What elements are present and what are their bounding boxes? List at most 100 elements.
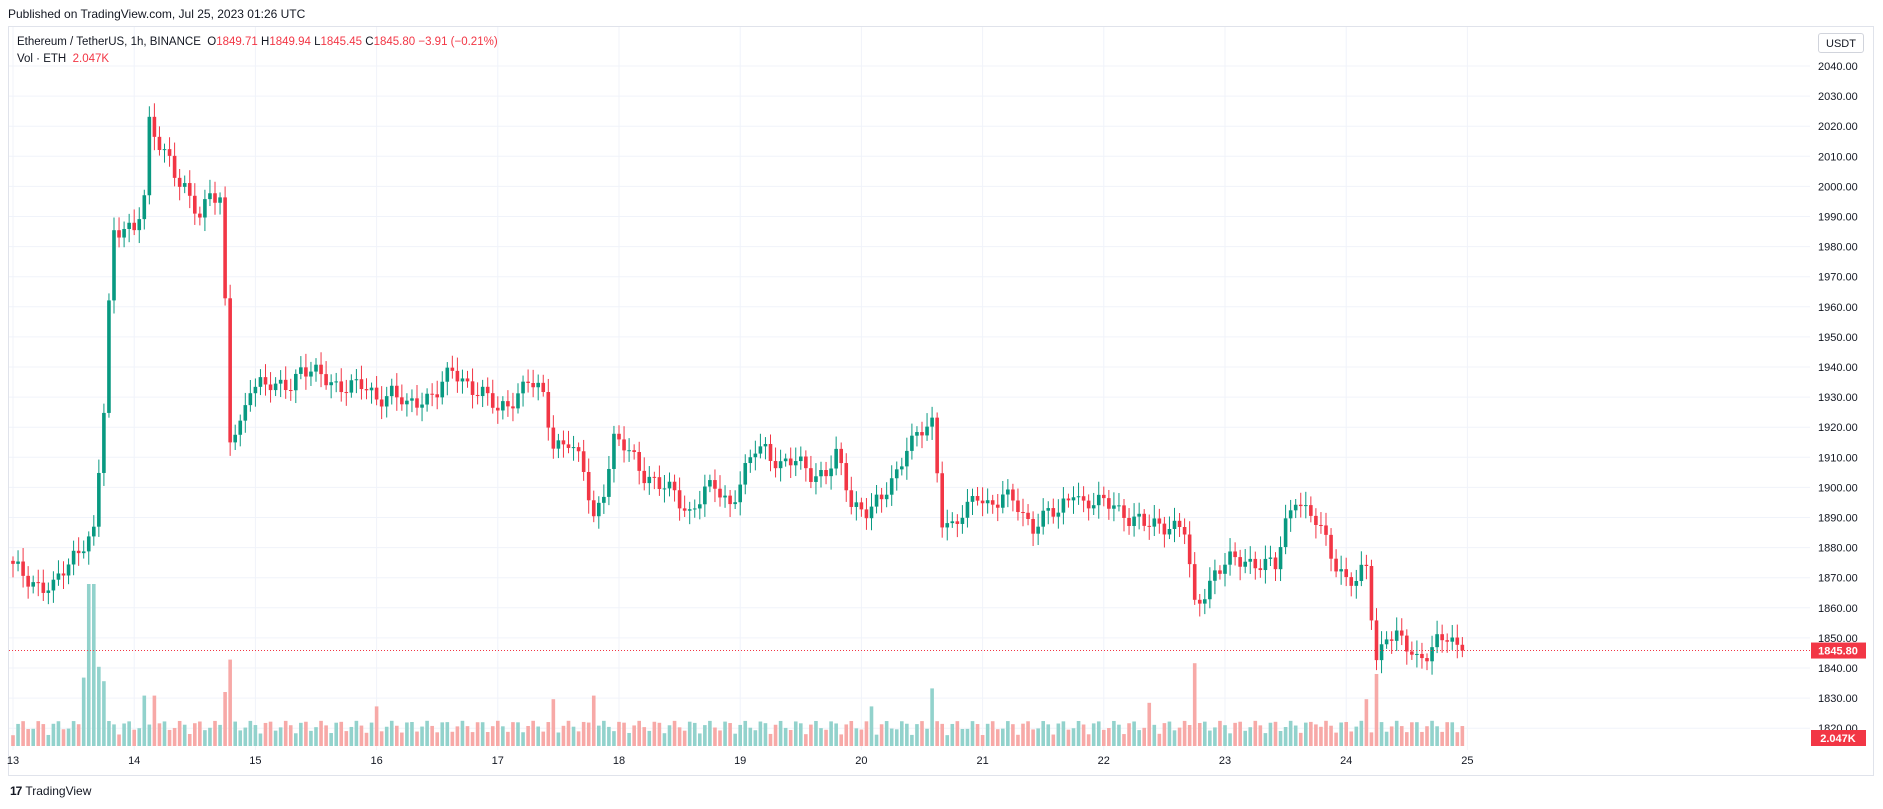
candle-body [177,177,182,187]
candle-body [905,450,909,467]
volume-bar [36,721,41,746]
volume-bar [602,720,606,746]
volume-bar [995,729,1000,746]
candle-body [1374,620,1379,661]
currency-button[interactable]: USDT [1818,33,1864,53]
candle-body [157,136,162,150]
volume-bar [1324,720,1328,746]
chart-frame[interactable] [8,26,1874,776]
volume-bar [349,726,354,746]
candle-body [420,404,424,408]
volume-label[interactable]: Vol · ETH [17,53,67,65]
candle-body [521,381,525,394]
candle-body [369,387,374,391]
price-tick-label: 2010.00 [1818,151,1858,163]
volume-bar [824,729,828,746]
candle-body [662,488,667,490]
symbol-title[interactable]: Ethereum / TetherUS, 1h, BINANCE [17,36,201,48]
candle-body [516,393,520,409]
candle-body [349,380,354,393]
last-volume-tag [1811,730,1866,746]
candle-body [440,381,445,398]
open-label: O [207,36,217,48]
candle-body [1425,658,1429,662]
price-tick-label: 1960.00 [1818,302,1858,314]
volume-bar [415,731,419,746]
volume-bar [1006,721,1010,746]
candle-body [1157,518,1162,524]
volume-bar [309,730,313,746]
candle-body [460,378,465,382]
candle-body [632,450,636,453]
candle-body [1051,508,1056,517]
volume-bar [167,729,172,746]
volume-bar [1298,732,1303,746]
volume-bar [490,726,495,746]
tradingview-logo[interactable]: 17 TradingView [10,784,91,798]
candle-body [1182,527,1187,535]
volume-bar [157,723,162,746]
candle-body [915,432,919,436]
volume-bar [1011,724,1015,746]
candle-body [960,517,965,524]
candle-body [122,228,126,238]
volume-bar [1455,732,1460,746]
volume-bar [253,725,258,746]
volume-bar [753,730,758,746]
candle-body [1304,505,1308,507]
candle-body [288,390,293,392]
candle-body [647,476,652,484]
candle-body [1354,580,1359,586]
volume-bar [112,724,116,746]
volume-bar [324,725,328,746]
candle-body [526,381,530,384]
candle-body [1278,547,1283,570]
candle-body [1086,500,1091,509]
candle-body [395,385,399,398]
volume-bar [389,720,394,746]
candle-body [107,300,111,413]
volume-bar [1405,732,1409,746]
volume-bar [1167,721,1172,746]
candle-body [743,463,748,485]
candle-body [1455,637,1460,645]
candle-body [1006,489,1010,495]
candle-body [955,521,960,524]
candle-body [869,506,874,519]
candle-body [1369,565,1374,621]
candle-body [809,468,813,482]
close-label: C [365,36,374,48]
candle-body [672,481,677,491]
volume-bar [1258,725,1263,746]
volume-bars [11,584,1465,746]
candle-body [1167,528,1172,535]
candle-body [975,496,980,501]
candle-body [930,417,934,427]
published-caption: Published on TradingView.com, Jul 25, 20… [8,7,306,21]
price-tick-label: 1840.00 [1818,663,1858,675]
volume-bar [531,720,535,746]
last-price-tag [1811,642,1866,659]
candle-body [783,458,788,462]
volume-bar [283,720,288,746]
volume-bar [460,720,465,746]
candle-body [940,473,944,528]
candle-body [81,551,86,554]
candle-body [985,500,990,504]
candle-body [980,500,985,504]
volume-bar [1152,724,1157,746]
candle-body [637,452,641,471]
price-tick-label: 2000.00 [1818,181,1858,193]
candle-body [1081,496,1086,501]
candle-body [1450,637,1455,642]
volume-bar [1137,730,1141,746]
candle-body [480,386,485,397]
volume-bar [854,728,859,746]
candle-body [1359,564,1364,581]
volume-bar [56,721,61,746]
candle-body [112,230,116,301]
candle-body [268,384,273,391]
volume-bar [187,733,192,746]
volume-bar [788,729,793,746]
